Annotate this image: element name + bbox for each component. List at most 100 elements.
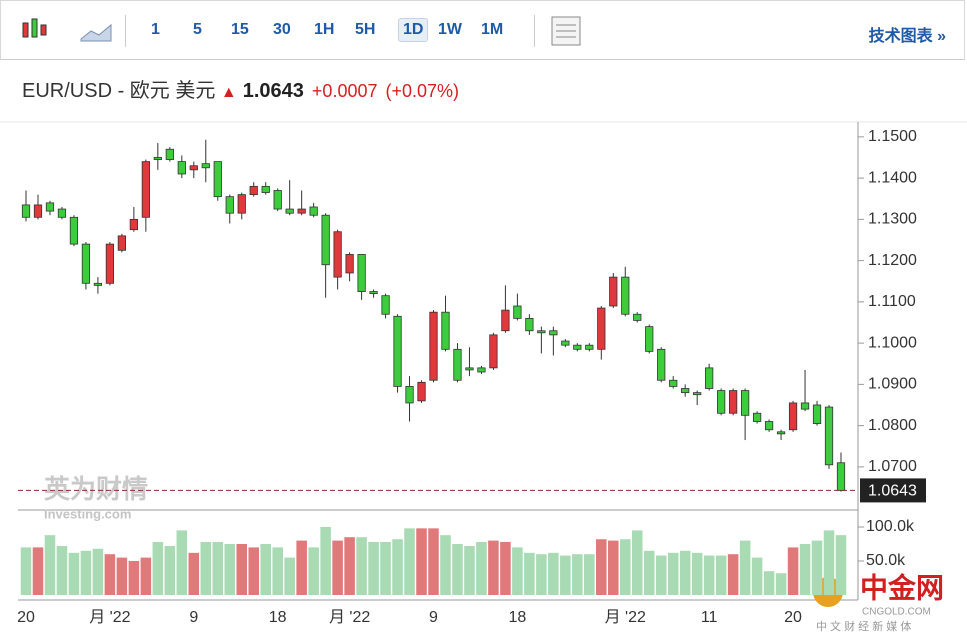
- volume-bar: [751, 557, 763, 595]
- interval-button[interactable]: 1H: [314, 21, 335, 38]
- volume-bar: [536, 554, 547, 595]
- volume-bar: [691, 552, 703, 595]
- candle-body: [417, 381, 426, 402]
- x-tick-label: 9: [429, 609, 438, 626]
- volume-tick-label: 100.0k: [866, 518, 915, 535]
- volume-bar: [524, 552, 535, 595]
- x-tick-label: 月 '22: [605, 609, 646, 626]
- interval-button[interactable]: 30: [273, 21, 291, 38]
- volume-bar: [631, 530, 643, 595]
- table-icon[interactable]: [548, 1, 588, 61]
- candle-body: [309, 206, 318, 216]
- change: +0.0007: [311, 81, 378, 101]
- candle-body: [741, 390, 750, 416]
- interval-button[interactable]: 15: [231, 21, 249, 38]
- y-tick-label: 1.1100: [868, 293, 916, 310]
- candle-body: [681, 388, 690, 394]
- interval-button[interactable]: 1D: [398, 18, 429, 42]
- volume-bar: [799, 544, 811, 595]
- candle-body: [561, 340, 570, 346]
- interval-button[interactable]: 1W: [438, 21, 462, 38]
- volume-bar: [512, 547, 523, 595]
- volume-bar: [584, 554, 595, 595]
- quote-header: EUR/USD - 欧元 美元 ▲ 1.0643 +0.0007 (+0.07%): [22, 74, 459, 103]
- volume-bar: [739, 540, 751, 595]
- change-pct: (+0.07%): [385, 81, 460, 101]
- candle-body: [405, 386, 414, 404]
- symbol: EUR/USD - 欧元 美元: [22, 80, 216, 102]
- volume-bar: [655, 555, 667, 595]
- volume-bar: [679, 550, 691, 595]
- y-tick-label: 1.1000: [868, 334, 917, 351]
- interval-button[interactable]: 1: [151, 21, 160, 38]
- candle-body: [752, 412, 762, 422]
- divider: [125, 15, 126, 47]
- technical-chart-link[interactable]: 技术图表 »: [868, 28, 946, 45]
- volume-bar: [500, 541, 511, 595]
- candle-body: [645, 326, 654, 352]
- volume-bar: [20, 547, 32, 595]
- candle-body: [429, 311, 438, 381]
- price: 1.0643: [242, 80, 304, 102]
- volume-bar: [236, 544, 248, 595]
- candle-body: [597, 307, 606, 350]
- x-tick-label: 11: [701, 609, 718, 626]
- volume-bar: [416, 528, 427, 595]
- volume-bar: [643, 550, 655, 595]
- candle-body: [705, 367, 714, 389]
- interval-button[interactable]: 1M: [481, 21, 504, 38]
- volume-bar: [116, 557, 128, 595]
- volume-bar: [284, 557, 295, 595]
- candle-body: [45, 202, 55, 212]
- volume-bar: [68, 552, 80, 595]
- volume-bar: [92, 548, 104, 595]
- candle-body: [393, 315, 402, 387]
- candle-body: [285, 208, 294, 214]
- candle-icon[interactable]: [15, 1, 55, 61]
- candle-body: [477, 367, 486, 373]
- volume-bar: [488, 540, 499, 595]
- candle-body: [453, 348, 462, 381]
- interval-button[interactable]: 5H: [355, 21, 376, 38]
- volume-bar: [667, 552, 679, 595]
- volume-bar: [703, 555, 715, 595]
- candle-body: [657, 348, 666, 381]
- candle-body: [441, 311, 450, 350]
- volume-bar: [56, 546, 68, 595]
- volume-bar: [332, 540, 343, 595]
- volume-bar: [152, 541, 164, 595]
- area-icon[interactable]: [77, 1, 117, 61]
- candle-body: [93, 282, 103, 286]
- candle-body: [21, 204, 31, 218]
- volume-bar: [392, 539, 403, 595]
- candle-body: [33, 204, 43, 218]
- y-tick-label: 1.1300: [868, 211, 917, 228]
- candle-body: [621, 276, 630, 315]
- volume-bar: [763, 571, 775, 595]
- volume-bar: [272, 547, 283, 595]
- volume-bar: [715, 555, 727, 595]
- toolbar: 1 5 15 30 1H 5H 1D 1W 1M 技术图表 »: [0, 0, 965, 60]
- y-tick-label: 1.0800: [868, 417, 917, 434]
- volume-bar: [404, 528, 415, 595]
- x-tick-label: 20: [784, 609, 802, 626]
- candle-body: [153, 157, 162, 160]
- candle-body: [800, 402, 810, 410]
- last-price-box: [860, 478, 926, 503]
- x-tick-label: 18: [508, 609, 526, 626]
- volume-bar: [811, 540, 823, 595]
- volume-bar: [380, 541, 391, 595]
- candle-body: [141, 161, 150, 218]
- volume-bar: [440, 535, 451, 595]
- candle-body: [693, 392, 702, 396]
- interval-button[interactable]: 5: [193, 21, 202, 38]
- candle-body: [764, 421, 774, 431]
- volume-bar: [596, 539, 607, 595]
- candle-body: [165, 148, 174, 160]
- candle-body: [345, 254, 354, 274]
- volume-bar: [104, 554, 116, 595]
- candle-body: [836, 462, 846, 491]
- volume-bar: [428, 528, 439, 595]
